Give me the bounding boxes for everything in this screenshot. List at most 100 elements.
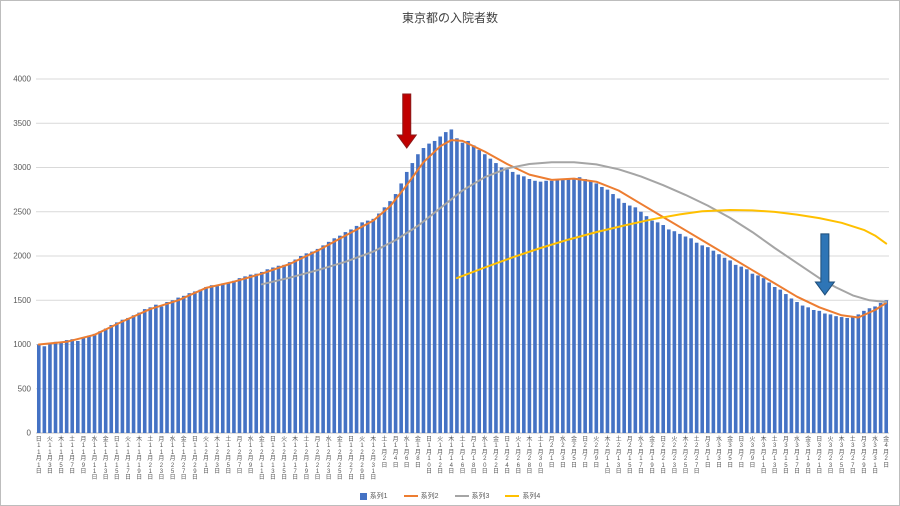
y-axis-tick-label: 500: [18, 384, 32, 393]
bar-系列1: [700, 245, 705, 433]
bar-系列1: [371, 218, 376, 433]
legend-label-series2: 系列2: [420, 493, 439, 500]
bar-系列1: [806, 307, 810, 433]
bar-系列1: [432, 140, 437, 433]
legend-item-series3[interactable]: 系列3: [454, 491, 490, 501]
bar-系列1: [834, 316, 838, 433]
bar-系列1: [176, 297, 180, 433]
bar-系列1: [784, 294, 788, 433]
chart-title: 東京都の入院者数: [401, 11, 498, 25]
bar-系列1: [232, 280, 236, 433]
bar-系列1: [510, 171, 515, 433]
legend-label-series4: 系列4: [522, 493, 541, 500]
bar-系列1: [148, 307, 153, 433]
bar-系列1: [494, 163, 498, 433]
legend-item-series4[interactable]: 系列4: [505, 491, 540, 501]
bar-系列1: [332, 238, 337, 433]
bar-系列1: [416, 154, 420, 434]
bar-系列1: [483, 154, 487, 434]
bar-系列1: [170, 300, 175, 433]
bar-系列1: [878, 302, 883, 433]
bar-系列1: [259, 271, 264, 433]
legend-item-series2[interactable]: 系列2: [403, 491, 439, 501]
bar-系列1: [109, 325, 114, 433]
legend-line-marker-icon: [403, 495, 418, 497]
bar-系列1: [354, 225, 359, 433]
bar-系列1: [588, 180, 593, 433]
bar-系列1: [845, 317, 849, 433]
legend-line-marker-icon: [505, 495, 520, 497]
bar-系列1: [131, 315, 136, 433]
bar-系列1: [326, 241, 331, 433]
bar-系列1: [187, 293, 192, 433]
bar-系列1: [572, 178, 576, 433]
bar-系列1: [59, 342, 63, 433]
bar-系列1: [644, 216, 649, 433]
legend-line-marker-icon: [454, 495, 469, 497]
bar-系列1: [728, 260, 732, 433]
bar-系列1: [404, 171, 409, 433]
bar-系列1: [115, 322, 119, 434]
red-down-arrow[interactable]: [396, 93, 418, 149]
bar-系列1: [761, 278, 766, 434]
bar-系列1: [639, 211, 643, 433]
bar-系列1: [410, 163, 415, 433]
bar-系列1: [48, 343, 52, 433]
bar-系列1: [142, 309, 147, 433]
blue-down-arrow[interactable]: [814, 233, 836, 296]
bar-系列1: [522, 176, 526, 433]
bar-系列1: [733, 264, 738, 433]
bar-系列1: [421, 148, 426, 433]
bar-系列1: [828, 314, 833, 433]
bar-系列1: [488, 158, 493, 433]
bar-系列1: [126, 317, 130, 433]
bar-系列1: [399, 183, 403, 433]
bar-系列1: [154, 304, 158, 433]
bar-系列1: [377, 213, 381, 433]
bar-系列1: [655, 222, 660, 433]
bar-系列1: [137, 312, 141, 433]
chart-legend: 系列1 系列2 系列3 系列4: [1, 491, 899, 501]
bar-系列1: [427, 143, 431, 434]
bar-系列1: [549, 180, 554, 433]
bar-系列1: [538, 181, 543, 433]
bar-系列1: [209, 285, 214, 433]
bar-系列1: [622, 202, 626, 433]
bar-系列1: [566, 178, 571, 433]
bar-系列1: [343, 232, 348, 433]
bar-系列1: [53, 341, 58, 433]
bar-系列1: [795, 302, 799, 433]
bar-系列1: [772, 286, 777, 433]
y-axis-tick-label: 2000: [13, 252, 31, 261]
bar-系列1: [338, 235, 342, 433]
bar-系列1: [204, 286, 208, 433]
bar-系列1: [605, 189, 610, 434]
bar-系列1: [315, 248, 320, 433]
bar-系列1: [159, 306, 164, 433]
bar-系列1: [265, 269, 270, 433]
bar-系列1: [310, 251, 314, 433]
bar-系列1: [455, 138, 459, 434]
bar-系列1: [778, 289, 783, 433]
bar-系列1: [42, 346, 47, 433]
bar-系列1: [672, 231, 677, 433]
legend-item-series1[interactable]: 系列1: [359, 491, 388, 501]
bar-系列1: [862, 310, 866, 433]
bar-系列1: [304, 253, 309, 433]
bar-系列1: [299, 256, 303, 433]
bar-系列1: [516, 174, 521, 433]
bar-系列1: [287, 262, 292, 433]
bar-系列1: [220, 283, 225, 433]
bar-系列1: [689, 238, 693, 433]
bar-系列1: [561, 179, 565, 433]
bar-系列1: [527, 179, 532, 433]
bar-系列1: [193, 291, 197, 433]
bar-系列1: [706, 247, 710, 433]
bar-系列1: [650, 220, 654, 433]
bar-系列1: [873, 306, 877, 433]
legend-label-series3: 系列3: [471, 493, 490, 500]
bar-系列1: [466, 140, 470, 433]
bar-系列1: [254, 273, 259, 433]
